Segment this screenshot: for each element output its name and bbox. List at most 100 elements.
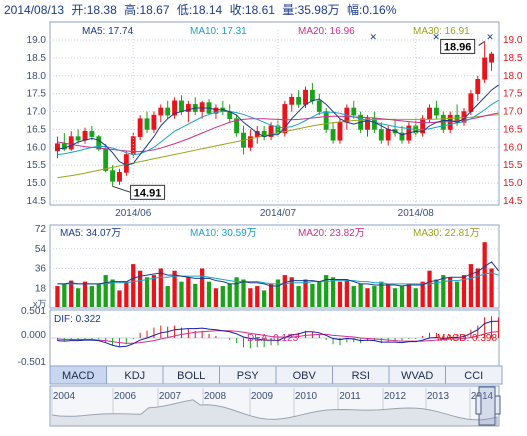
candle-body bbox=[68, 136, 74, 150]
volume-ma-legend: MA5: 34.07万 MA10: 30.59万 MA20: 23.82万 MA30:… bbox=[60, 228, 480, 239]
candle-body bbox=[433, 107, 439, 116]
candle-body bbox=[117, 172, 122, 182]
volume-ma5-line bbox=[57, 261, 499, 287]
price-axis-labels: 19.0 19.0 18.5 18.5 18.0 18.0 17.5 17.5 17.0 17.0… bbox=[27, 35, 523, 207]
volume-bar bbox=[158, 268, 163, 307]
tab-boll[interactable]: BOLL bbox=[162, 365, 220, 385]
candle-body bbox=[289, 96, 295, 105]
change-value: 0.16% bbox=[362, 3, 396, 17]
volume-bar bbox=[330, 277, 336, 307]
candle-body bbox=[172, 100, 178, 116]
price-y-tick-right: 16.5 bbox=[503, 124, 523, 135]
tab-cci[interactable]: CCI bbox=[445, 365, 503, 385]
candle-body bbox=[137, 118, 143, 137]
candle-body bbox=[82, 130, 88, 141]
candle-body bbox=[110, 170, 116, 182]
volume-bar bbox=[110, 279, 115, 307]
candle-body bbox=[316, 100, 322, 112]
price-ma-label: MA10: 17.31 bbox=[190, 26, 247, 37]
tab-background bbox=[445, 365, 503, 385]
tab-wvad[interactable]: WVAD bbox=[388, 365, 446, 385]
candle-body bbox=[213, 107, 219, 114]
volume-bar bbox=[200, 268, 205, 307]
tab-label: MACD bbox=[62, 370, 94, 382]
tab-psy[interactable]: PSY bbox=[219, 365, 277, 385]
price-ma-label: MA30: 16.91 bbox=[413, 26, 470, 37]
tab-macd[interactable]: MACD bbox=[49, 365, 107, 385]
volume-bar bbox=[482, 242, 487, 307]
min-pointer bbox=[112, 185, 131, 193]
volume-bar bbox=[75, 288, 81, 307]
volume-bar bbox=[386, 283, 391, 307]
indicator-tabs: MACD KDJ BOLL PSY OBV RSI WVAD CCI bbox=[49, 365, 503, 385]
max-pointer bbox=[478, 41, 485, 46]
tab-label: BOLL bbox=[177, 370, 205, 382]
candle-body bbox=[385, 129, 391, 141]
timeline-year: 2011 bbox=[339, 391, 361, 402]
macd-dea-label: DEA: 0.123 bbox=[247, 333, 299, 344]
low-label: 低: bbox=[177, 3, 192, 17]
volume-bar bbox=[241, 279, 246, 307]
candle-body bbox=[185, 104, 191, 112]
volume-bar bbox=[344, 279, 349, 307]
date-tick: 2014/08 bbox=[398, 208, 435, 219]
volume-bar bbox=[289, 277, 294, 307]
timeline-year: 2007 bbox=[159, 391, 182, 402]
candle-body bbox=[199, 102, 205, 112]
low-value: 18.14 bbox=[192, 3, 222, 17]
volume-bar bbox=[151, 275, 157, 307]
volume-ma-label: MA20: 23.82万 bbox=[298, 228, 365, 239]
volume-bar bbox=[103, 275, 108, 307]
volume-y-tick: 72 bbox=[35, 224, 47, 235]
volume-bar bbox=[186, 277, 191, 307]
volume-bar bbox=[365, 288, 370, 307]
volume-ma-label: MA30: 22.81万 bbox=[413, 228, 480, 239]
volume-bar bbox=[89, 286, 95, 307]
price-y-tick-right: 18.0 bbox=[503, 71, 523, 82]
candle-body bbox=[365, 118, 370, 130]
high-label: 高: bbox=[124, 2, 139, 17]
volume-ma-lines bbox=[57, 261, 499, 287]
dif-line bbox=[57, 320, 499, 348]
timeline-year: 2006 bbox=[114, 391, 137, 402]
volume-bar bbox=[448, 277, 453, 307]
price-y-tick-left: 16.0 bbox=[27, 142, 47, 153]
volume-y-tick: 36 bbox=[35, 264, 47, 275]
price-ma-label: MA5: 17.74 bbox=[82, 26, 134, 37]
macd-y-tick: -0.501 bbox=[18, 357, 47, 368]
min-callout-label: 14.91 bbox=[134, 187, 162, 199]
timeline-handle[interactable] bbox=[494, 395, 501, 415]
candle-body bbox=[330, 129, 336, 141]
candle-body bbox=[165, 107, 171, 116]
tab-label: RSI bbox=[352, 370, 370, 382]
tab-kdj[interactable]: KDJ bbox=[106, 365, 164, 385]
price-y-tick-left: 18.0 bbox=[27, 71, 47, 82]
timeline-year: 2004 bbox=[53, 391, 76, 402]
volume-bar bbox=[317, 281, 322, 307]
dea-line bbox=[57, 330, 499, 344]
volume-bar bbox=[475, 268, 480, 307]
timeline-handle[interactable] bbox=[475, 395, 482, 415]
tab-rsi[interactable]: RSI bbox=[332, 365, 390, 385]
volume-bar bbox=[468, 264, 474, 307]
price-ma-label: MA20: 16.96 bbox=[298, 26, 355, 37]
candle-body bbox=[55, 143, 60, 152]
price-callouts: 18.96 14.91 ✕ ✕ ✕ bbox=[112, 32, 494, 200]
candle-body bbox=[123, 154, 129, 173]
timeline-year: 2013 bbox=[427, 391, 450, 402]
candle-body bbox=[103, 148, 109, 171]
volume-bar bbox=[206, 281, 212, 307]
candle-body bbox=[482, 57, 488, 80]
open-value: 18.38 bbox=[87, 3, 117, 17]
volume-bar bbox=[62, 283, 67, 307]
volume-unit: x万 bbox=[33, 299, 47, 309]
max-callout-box bbox=[440, 38, 476, 54]
tab-obv[interactable]: OBV bbox=[275, 365, 333, 385]
volume-bar bbox=[117, 290, 122, 307]
volume-bar bbox=[179, 281, 184, 307]
macd-axis-labels: 0.501 0.000 -0.501 bbox=[18, 306, 499, 368]
candle-body bbox=[371, 118, 377, 130]
volume-bar bbox=[379, 281, 384, 307]
